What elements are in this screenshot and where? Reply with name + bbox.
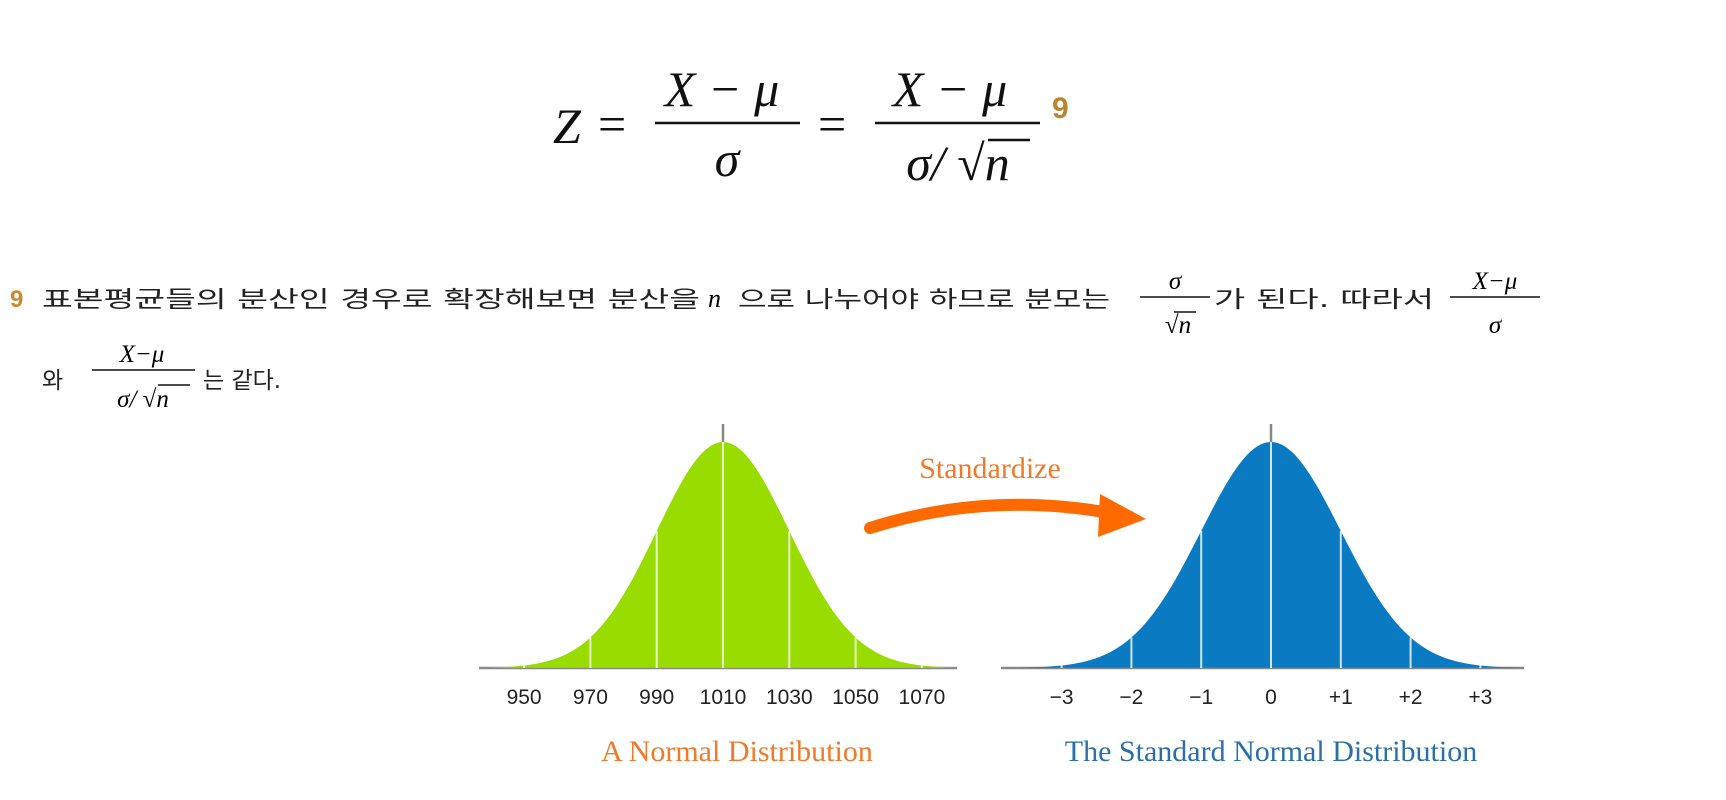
- fraction-den: √n: [1165, 312, 1191, 339]
- tick-label: 0: [1265, 686, 1277, 709]
- formula-num: X − μ: [891, 61, 1007, 117]
- caption: A Normal Distribution: [601, 735, 873, 768]
- formula-eq: =: [818, 96, 846, 152]
- footnote: 9 표본평균들의 분산인 경우로 확장해보면 분산을 n 으로 나누어야 하므로…: [10, 268, 1540, 413]
- formula-z: Z: [553, 98, 582, 154]
- tick-label: 1070: [899, 686, 946, 709]
- formula-num: X − μ: [663, 61, 779, 117]
- formula-eq: =: [598, 96, 626, 152]
- footnote-marker: 9: [10, 286, 23, 313]
- formula-den: σ: [715, 131, 742, 187]
- tick-label: 1010: [700, 686, 747, 709]
- footnote-text: 와: [42, 368, 63, 394]
- footnote-var: n: [708, 284, 721, 313]
- fraction-num: σ: [1169, 268, 1183, 295]
- figure: 950 970 990 1010 1030 1050 1070 −3 −2 −1 0 +1 +2 +3 S…: [479, 424, 1524, 768]
- tick-label: 990: [639, 686, 674, 709]
- formula-den: σ/ √n: [906, 135, 1010, 191]
- fraction-num: X−μ: [119, 341, 165, 368]
- fraction-num: X−μ: [1472, 268, 1518, 295]
- tick-label: +2: [1399, 686, 1423, 709]
- caption: The Standard Normal Distribution: [1065, 735, 1477, 768]
- arrow-head: [1098, 494, 1146, 537]
- footnote-text: 으로 나누어야 하므로 분모는: [738, 287, 1110, 313]
- tick-label: 950: [507, 686, 542, 709]
- tick-label: 970: [573, 686, 608, 709]
- footnote-text: 는 같다.: [203, 368, 281, 394]
- footnote-ref: 9: [1052, 92, 1069, 125]
- fraction-den: σ/ √n: [117, 386, 169, 413]
- tick-label: +3: [1468, 686, 1492, 709]
- tick-label: 1030: [766, 686, 813, 709]
- formula: Z = X − μ σ = X − μ σ/ √n 9: [553, 61, 1069, 191]
- fraction-den: σ: [1489, 312, 1503, 339]
- tick-label: −3: [1050, 686, 1074, 709]
- footnote-text: 표본평균들의 분산인 경우로 확장해보면 분산을: [42, 287, 700, 313]
- arrow: [864, 498, 1121, 534]
- tick-label: 1050: [832, 686, 879, 709]
- tick-label: −1: [1189, 686, 1213, 709]
- footnote-text: 가 된다. 따라서: [1214, 287, 1434, 313]
- tick-label: −2: [1119, 686, 1143, 709]
- arrow-label: Standardize: [919, 452, 1061, 485]
- tick-label: +1: [1329, 686, 1353, 709]
